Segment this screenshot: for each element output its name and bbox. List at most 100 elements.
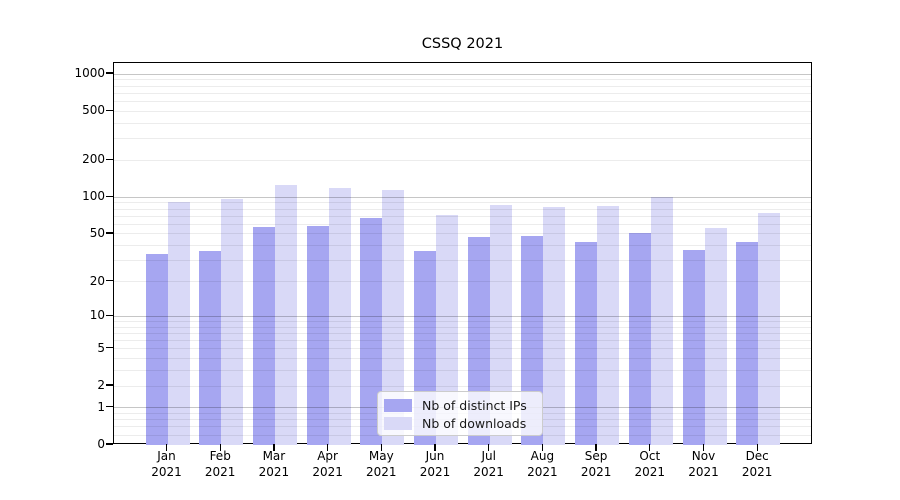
- x-tick-label-month: Apr: [317, 449, 338, 463]
- y-tick-label: 500: [82, 103, 105, 118]
- x-tick-label: Jul 2021: [457, 449, 521, 480]
- legend-item-distinct-ips: Nb of distinct IPs: [384, 398, 542, 413]
- minor-gridline: [114, 332, 811, 334]
- minor-gridline: [114, 202, 811, 204]
- x-tick-label: Sep 2021: [564, 449, 628, 480]
- x-tick-label-month: Mar: [262, 449, 286, 463]
- x-tick-mark: [702, 444, 705, 451]
- major-gridline: [114, 315, 811, 317]
- y-tick-label: 1: [97, 399, 105, 414]
- bar-downloads: [704, 227, 727, 445]
- y-tick-label: 2: [97, 378, 105, 393]
- x-tick-label: Jun 2021: [403, 449, 467, 480]
- minor-gridline: [114, 370, 811, 372]
- y-tick-mark: [106, 72, 113, 74]
- x-tick-label: May 2021: [349, 449, 413, 480]
- minor-gridline: [114, 208, 811, 210]
- x-tick-label-year: 2021: [527, 464, 558, 479]
- y-tick-mark: [106, 232, 113, 234]
- bar-downloads: [543, 207, 566, 445]
- legend-label-downloads: Nb of downloads: [422, 415, 527, 431]
- x-tick-mark: [326, 444, 329, 451]
- x-tick-mark: [219, 444, 221, 451]
- chart-title: CSSQ 2021: [421, 36, 504, 52]
- y-tick-label: 10: [89, 308, 105, 323]
- x-tick-label-month: Dec: [745, 449, 769, 463]
- bar-downloads: [328, 188, 351, 445]
- x-tick-mark: [434, 444, 436, 451]
- x-tick-label-month: Jan: [157, 449, 176, 463]
- x-tick-label-year: 2021: [151, 464, 182, 479]
- bar-distinct-ips: [736, 241, 759, 445]
- minor-gridline: [114, 215, 811, 217]
- major-gridline: [114, 73, 811, 75]
- minor-gridline: [114, 223, 811, 225]
- x-tick-label-year: 2021: [366, 464, 397, 479]
- x-tick-label-month: Sep: [584, 449, 608, 463]
- x-tick-label: Apr 2021: [296, 449, 360, 480]
- x-tick-label: Jan 2021: [135, 449, 199, 480]
- y-tick-mark: [106, 279, 113, 282]
- x-tick-mark: [649, 444, 651, 451]
- minor-gridline: [114, 100, 811, 102]
- x-tick-label-year: 2021: [473, 464, 504, 479]
- bar-downloads: [221, 199, 244, 445]
- bar-downloads: [167, 201, 190, 445]
- x-tick-label-month: Aug: [530, 449, 555, 463]
- y-tick-mark: [106, 314, 113, 316]
- minor-gridline: [114, 260, 811, 262]
- minor-gridline: [114, 385, 811, 387]
- bar-distinct-ips: [575, 241, 598, 445]
- minor-gridline: [114, 281, 811, 283]
- y-tick-mark: [106, 109, 113, 111]
- x-tick-label: Mar 2021: [242, 449, 306, 480]
- major-gridline: [114, 196, 811, 198]
- x-tick-mark: [165, 444, 168, 451]
- y-tick-mark: [106, 158, 113, 160]
- bar-downloads: [436, 214, 458, 445]
- x-tick-label-year: 2021: [580, 464, 612, 479]
- bar-distinct-ips: [360, 217, 383, 445]
- x-tick-label: Nov 2021: [672, 449, 736, 480]
- y-tick-label: 100: [82, 189, 105, 204]
- minor-gridline: [114, 340, 811, 342]
- x-tick-label-year: 2021: [634, 464, 666, 479]
- x-tick-label: Oct 2021: [618, 449, 682, 480]
- y-tick-mark: [106, 195, 113, 197]
- minor-gridline: [114, 326, 811, 328]
- y-tick-label: 0: [97, 437, 105, 451]
- x-tick-label-year: 2021: [688, 464, 719, 479]
- minor-gridline: [114, 159, 811, 161]
- legend-swatch-downloads: [384, 416, 412, 430]
- bar-distinct-ips: [252, 227, 275, 445]
- bar-downloads: [758, 213, 781, 445]
- y-tick-mark: [106, 406, 113, 408]
- bar-distinct-ips: [682, 249, 705, 445]
- y-tick-label: 5: [97, 340, 105, 355]
- minor-gridline: [114, 92, 811, 94]
- bar-downloads: [489, 205, 512, 445]
- x-tick-label-year: 2021: [419, 464, 451, 479]
- minor-gridline: [114, 245, 811, 247]
- bar-distinct-ips: [306, 226, 329, 445]
- minor-gridline: [114, 110, 811, 112]
- bar-downloads: [597, 205, 620, 445]
- x-tick-label-month: May: [368, 449, 394, 463]
- bar-distinct-ips: [199, 251, 222, 445]
- plot-area: [113, 62, 812, 445]
- legend-swatch-ips: [384, 398, 412, 412]
- x-tick-label-month: Oct: [639, 449, 661, 463]
- legend: Nb of distinct IPs Nb of downloads: [377, 391, 543, 436]
- y-tick-mark: [106, 347, 113, 349]
- x-tick-mark: [756, 444, 758, 451]
- minor-gridline: [114, 79, 811, 81]
- x-tick-mark: [488, 444, 490, 451]
- y-tick-mark: [106, 443, 113, 445]
- bar-distinct-ips: [628, 232, 651, 445]
- legend-item-downloads: Nb of downloads: [384, 415, 542, 431]
- x-tick-label: Dec 2021: [725, 449, 789, 480]
- minor-gridline: [114, 358, 811, 360]
- x-tick-label-month: Nov: [691, 449, 716, 463]
- x-tick-mark: [595, 444, 597, 451]
